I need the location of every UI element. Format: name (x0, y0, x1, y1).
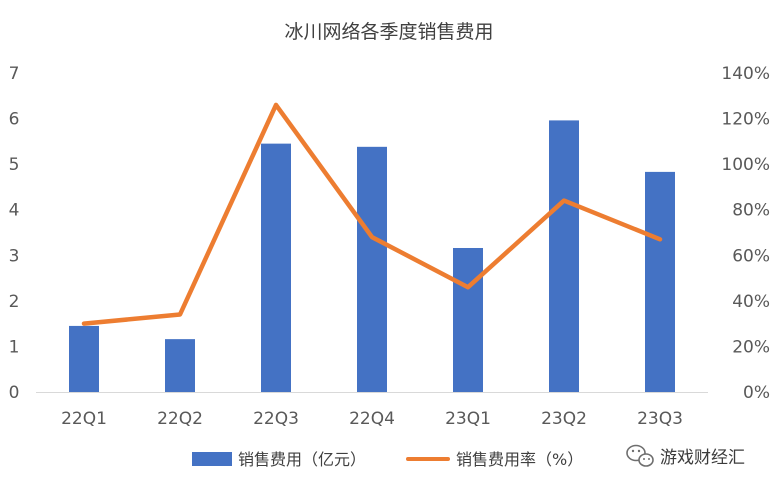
x-tick-label: 22Q2 (157, 409, 203, 429)
x-tick-label: 23Q3 (637, 409, 683, 429)
right-tick-label: 120% (721, 110, 770, 130)
right-tick-label: 40% (732, 292, 770, 312)
right-tick-label: 80% (732, 201, 770, 221)
wechat-icon (626, 444, 654, 467)
watermark-text: 游戏财经汇 (660, 448, 745, 468)
legend-line-label: 销售费用率（%） (456, 450, 583, 469)
x-tick-label: 23Q2 (541, 409, 587, 429)
right-tick-label: 100% (721, 155, 770, 175)
left-tick-label: 3 (9, 246, 20, 266)
bar (69, 325, 99, 392)
bar (453, 247, 483, 392)
watermark: 游戏财经汇 (626, 444, 745, 468)
legend-bar-label: 销售费用（亿元） (238, 450, 366, 469)
bar (357, 146, 387, 392)
left-axis-ticks: 0 1 2 3 4 5 6 7 (9, 64, 20, 403)
rate-line (81, 102, 663, 326)
left-tick-label: 6 (9, 110, 20, 130)
right-tick-label: 140% (721, 64, 770, 84)
x-tick-label: 22Q1 (61, 409, 107, 429)
x-axis-ticks: 22Q1 22Q2 22Q3 22Q4 23Q1 23Q2 23Q3 (61, 409, 683, 429)
left-tick-label: 0 (9, 383, 20, 403)
legend-bar-swatch (192, 452, 232, 466)
chart-title: 冰川网络各季度销售费用 (284, 21, 493, 43)
legend: 销售费用（亿元） 销售费用率（%） (192, 450, 583, 469)
x-tick-label: 22Q4 (349, 409, 395, 429)
bar (645, 171, 675, 392)
left-tick-label: 5 (9, 155, 20, 175)
bar-series (69, 120, 675, 392)
x-tick-label: 22Q3 (253, 409, 299, 429)
bar (549, 120, 579, 392)
right-tick-label: 20% (732, 337, 770, 357)
right-tick-label: 0% (743, 383, 770, 403)
left-tick-label: 1 (9, 337, 20, 357)
left-tick-label: 4 (9, 201, 20, 221)
left-tick-label: 7 (9, 64, 20, 84)
right-tick-label: 60% (732, 246, 770, 266)
right-axis-ticks: 0% 20% 40% 60% 80% 100% 120% 140% (721, 64, 770, 403)
x-tick-label: 23Q1 (445, 409, 491, 429)
left-tick-label: 2 (9, 292, 20, 312)
bar (261, 143, 291, 392)
bar (165, 339, 195, 392)
